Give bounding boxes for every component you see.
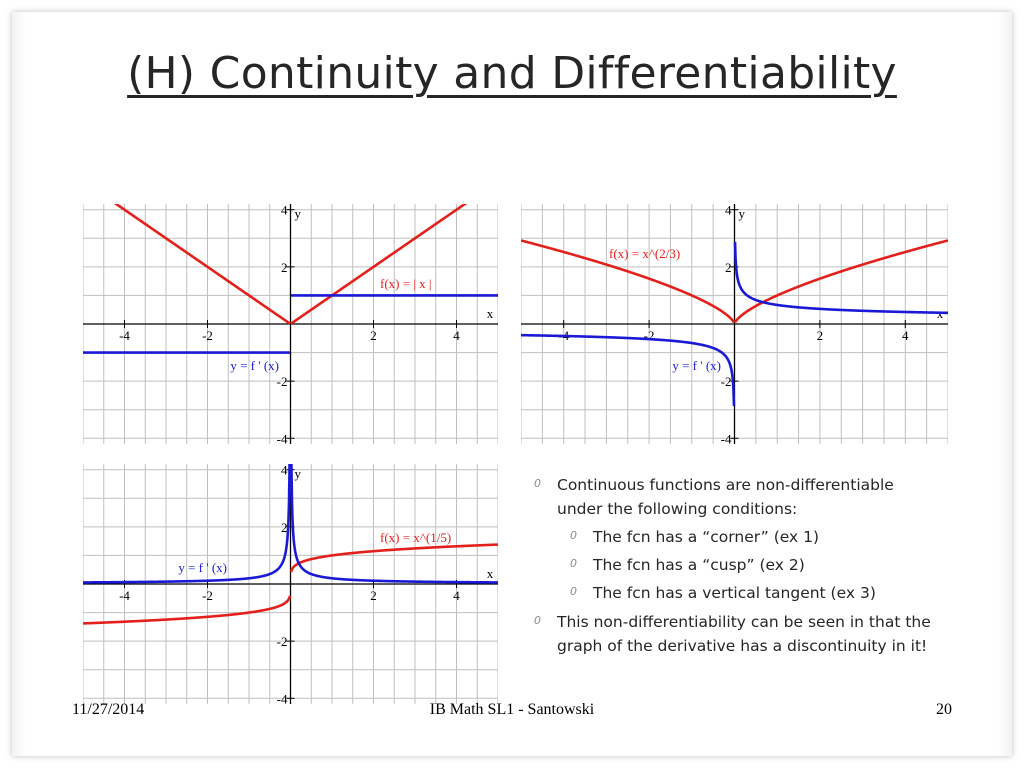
derivative-curve (521, 241, 948, 407)
y-tick-label: -2 (277, 374, 288, 389)
x-tick-label: 4 (453, 588, 460, 603)
bullet-text: The fcn has a vertical tangent (ex 3) (593, 584, 876, 602)
bullet-item: 0 Continuous functions are non-differenti… (532, 473, 942, 521)
x-tick-label: 4 (902, 328, 909, 343)
y-tick-label: -4 (277, 691, 288, 704)
x-tick-label: 2 (370, 328, 377, 343)
y-tick-label: -4 (721, 431, 732, 444)
x-tick-label: -4 (119, 588, 130, 603)
footer-date: 11/27/2014 (72, 701, 145, 718)
bullet-item: 0 The fcn has a “cusp” (ex 2) (532, 553, 942, 577)
function-label: f(x) = x^(2/3) (609, 246, 680, 261)
y-tick-label: -4 (277, 431, 288, 444)
derivative-curve (83, 294, 498, 354)
function-label: f(x) = | x | (380, 276, 432, 291)
bullet-item: 0 The fcn has a vertical tangent (ex 3) (532, 581, 942, 605)
function-label: f(x) = x^(1/5) (380, 530, 451, 545)
bullet-marker: 0 (534, 477, 541, 490)
function-curve (83, 543, 498, 625)
bullet-list: 0 Continuous functions are non-differenti… (532, 473, 942, 658)
y-tick-label: 2 (725, 260, 732, 275)
x-axis-label: x (487, 566, 494, 581)
derivative-label: y = f ' (x) (230, 358, 279, 373)
function-curve (113, 204, 468, 325)
y-axis-label: y (739, 206, 746, 221)
y-tick-label: 4 (281, 464, 288, 478)
x-tick-label: 4 (453, 328, 460, 343)
derivative-curve (83, 464, 498, 584)
y-tick-label: 4 (725, 204, 732, 218)
y-tick-label: 2 (281, 520, 288, 535)
y-tick-label: -2 (721, 374, 732, 389)
x-tick-label: -2 (202, 588, 213, 603)
y-tick-label: 2 (281, 260, 288, 275)
derivative-label: y = f ' (x) (672, 358, 721, 373)
y-axis-label: y (295, 466, 302, 481)
bullet-marker: 0 (570, 557, 577, 570)
x-tick-label: 2 (817, 328, 824, 343)
bullet-item: 0 This non-differentiability can be seen … (532, 610, 942, 658)
x-tick-label: -2 (202, 328, 213, 343)
function-curve (521, 239, 948, 324)
graph-vertical-tangent: -4 -2 2 4 4 2 -2 -4 x y f(x) = x^(1/5) y = f ' (x) (83, 464, 498, 704)
footer-title: IB Math SL1 - Santowski (429, 701, 595, 718)
bullet-marker: 0 (570, 529, 577, 542)
y-tick-label: 4 (281, 204, 288, 218)
x-tick-label: -4 (119, 328, 130, 343)
y-axis-label: y (295, 206, 302, 221)
derivative-label: y = f ' (x) (178, 560, 227, 575)
bullet-text: Continuous functions are non-differentia… (557, 476, 894, 518)
x-tick-label: -2 (644, 328, 655, 343)
x-tick-label: 2 (370, 588, 377, 603)
bullet-text: This non-differentiability can be seen i… (557, 613, 931, 655)
page-number: 20 (936, 701, 952, 718)
y-tick-label: -2 (277, 634, 288, 649)
graph-abs-corner: -4 -2 2 4 4 2 -2 -4 x y f(x) = | x | y = f ' (x) (83, 204, 498, 444)
bullet-text: The fcn has a “corner” (ex 1) (593, 528, 820, 546)
x-axis-label: x (487, 306, 494, 321)
bullet-item: 0 The fcn has a “corner” (ex 1) (532, 525, 942, 549)
bullet-text: The fcn has a “cusp” (ex 2) (593, 556, 805, 574)
slide-title: (H) Continuity and Differentiability (127, 48, 897, 99)
bullet-marker: 0 (534, 614, 541, 627)
bullet-marker: 0 (570, 585, 577, 598)
